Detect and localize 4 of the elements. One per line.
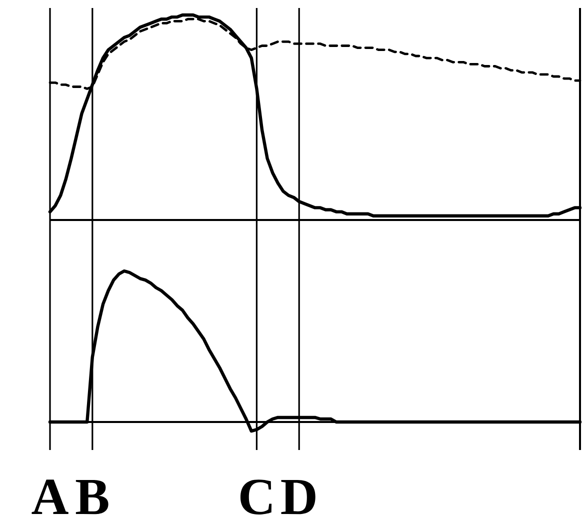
x-tick-label: C [240, 480, 272, 515]
x-tick-label: B [76, 480, 108, 514]
x-tick-label: D [281, 480, 316, 514]
x-tick-label: A [32, 480, 68, 514]
